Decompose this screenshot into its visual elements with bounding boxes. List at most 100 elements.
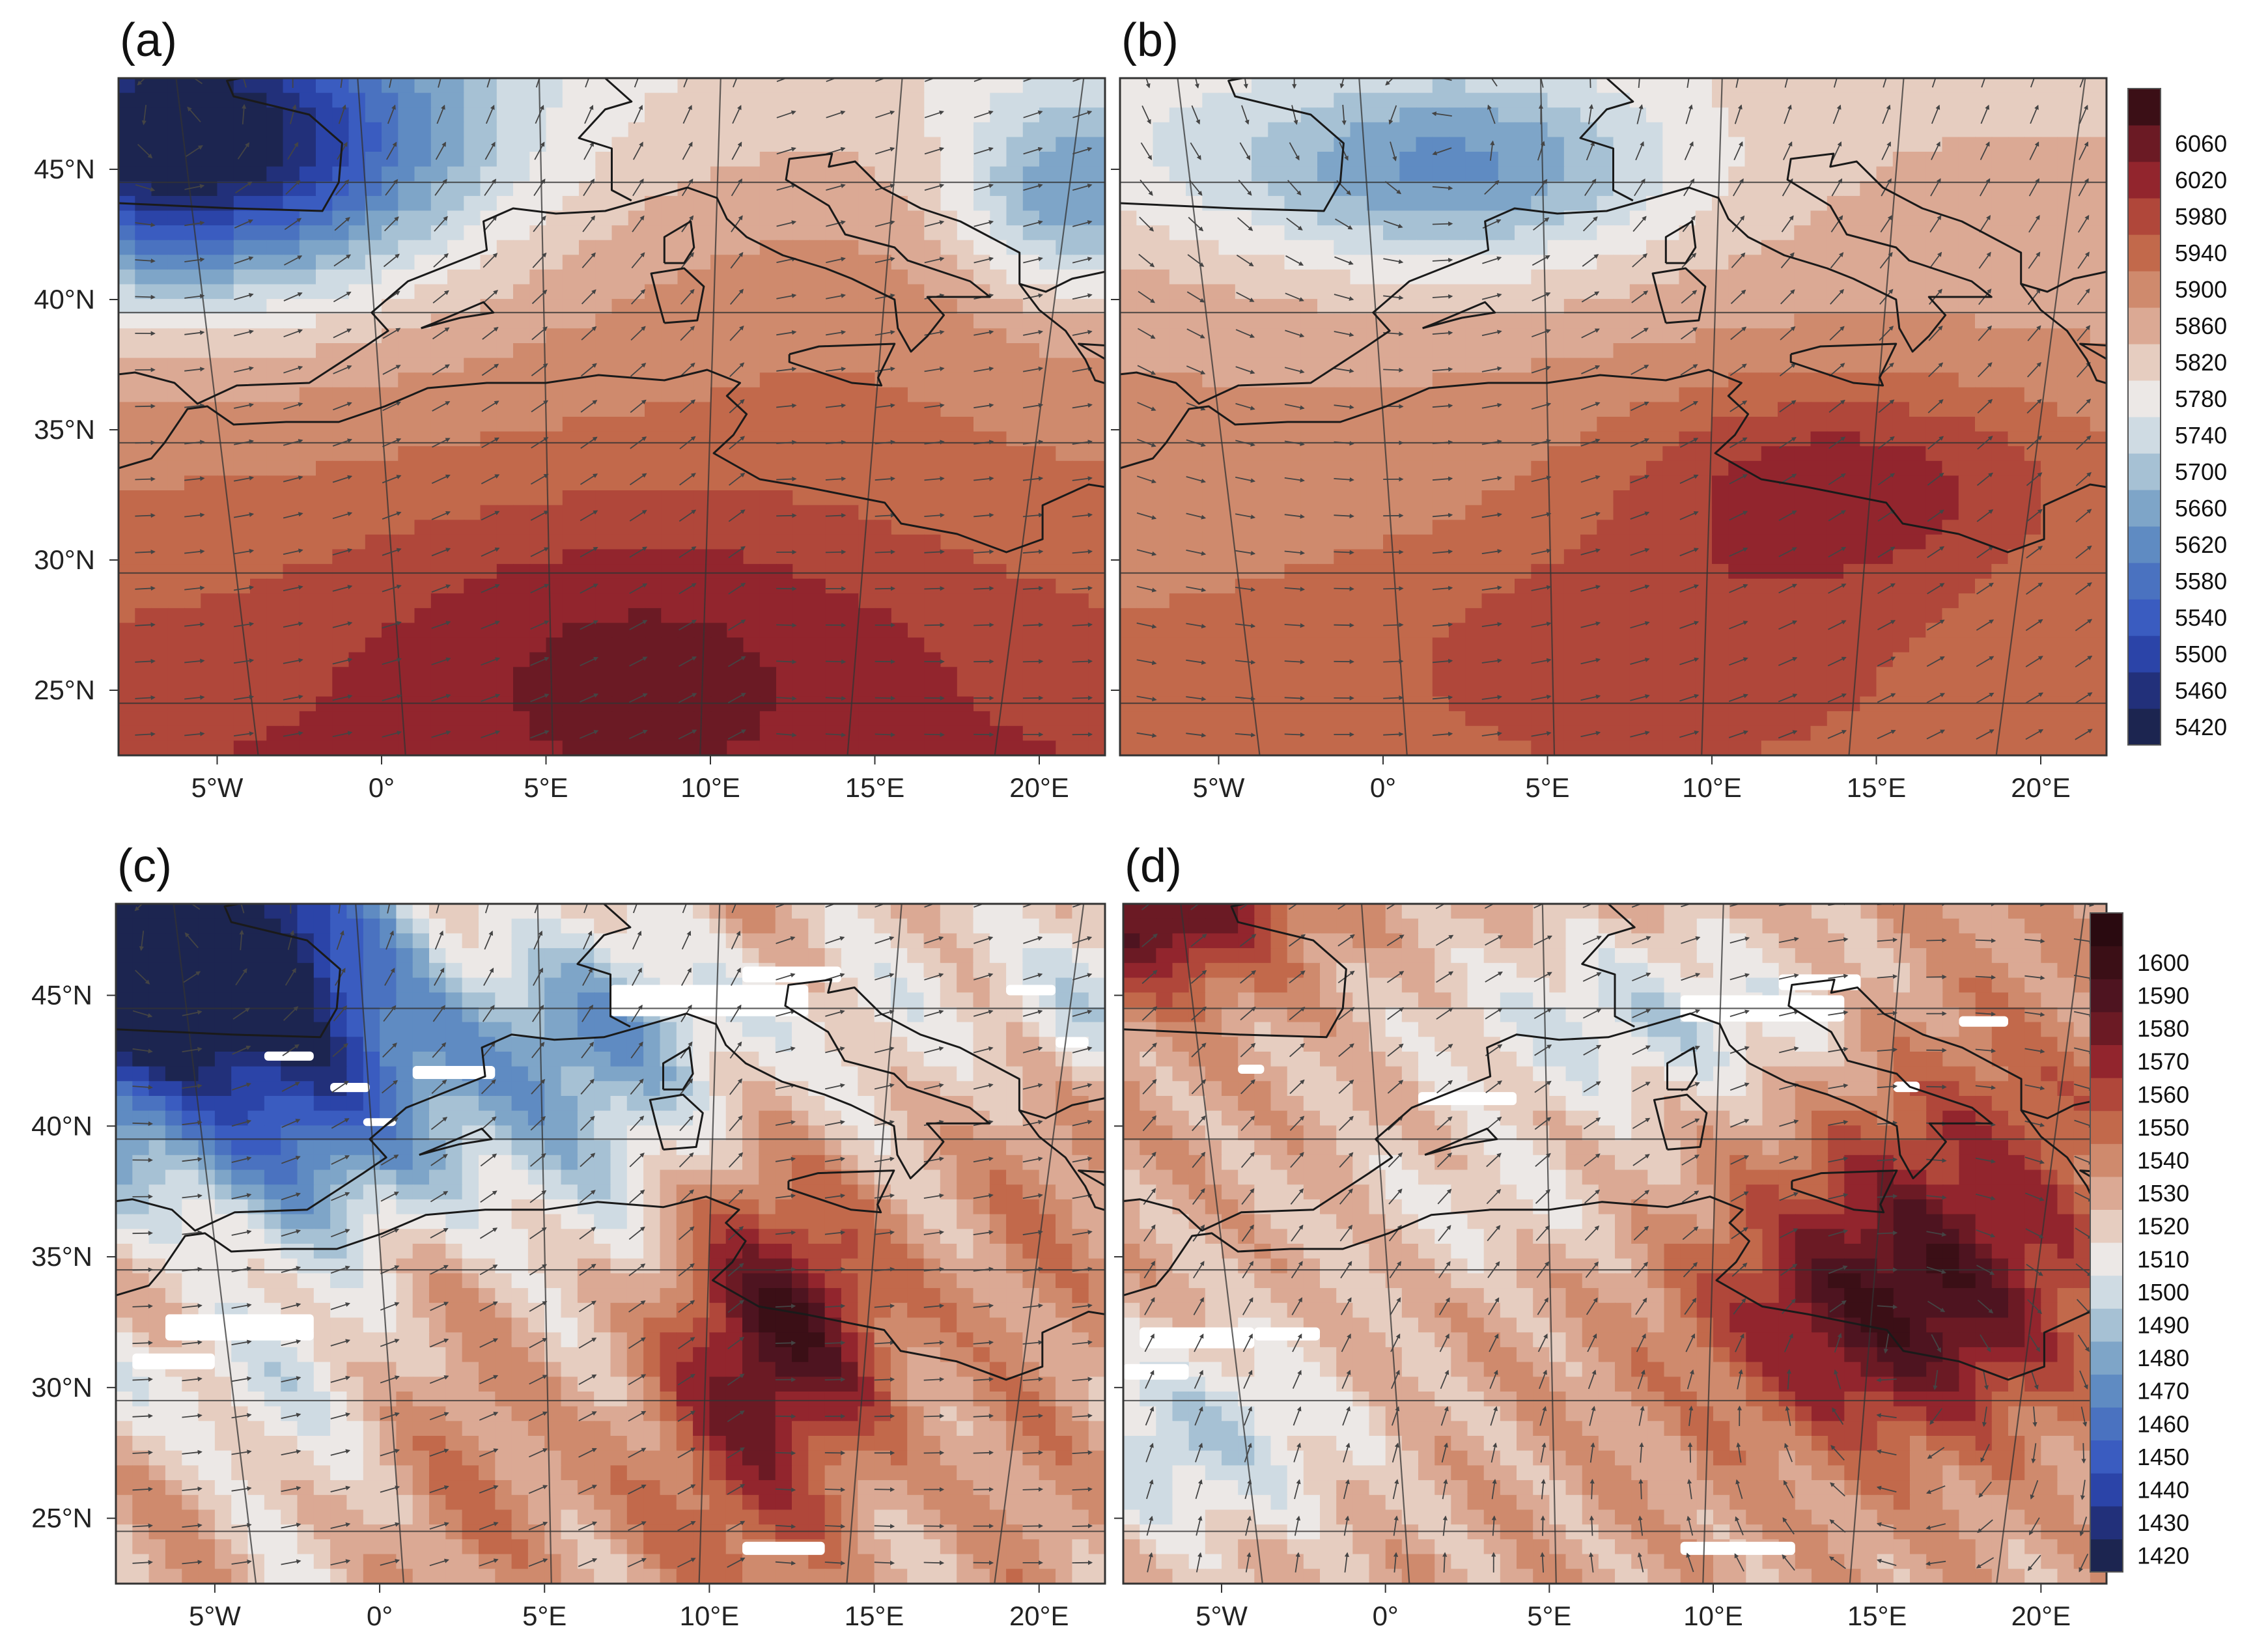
colorbar-segment [2128, 636, 2161, 673]
wind-vectors [132, 904, 1093, 1568]
colorbars: 5420 5460 5500 5540 5580 5620 5660 5700 5740 5780… [2090, 88, 2227, 1573]
colorbar-tick-label: 5420 [2175, 714, 2227, 740]
colorbar-lower: 1420 1430 1440 1450 1460 1470 1480 1490 1500 1510… [2090, 912, 2189, 1573]
colorbar-segment [2090, 1505, 2123, 1539]
colorbar-segment [2128, 307, 2161, 344]
panel-label: (a) [120, 14, 177, 66]
lat-tick-label: 35°N [31, 1241, 92, 1272]
missing-data-patch [330, 1083, 370, 1093]
colorbar-tick-label: 5740 [2175, 422, 2227, 449]
colorbar-segment [2090, 1110, 2123, 1144]
colorbar-tick-label: 1560 [2137, 1081, 2189, 1108]
colorbar-segment [2090, 1539, 2123, 1573]
colorbar-segment [2128, 490, 2161, 527]
colorbar-segment [2128, 344, 2161, 381]
colorbar-tick-label: 1520 [2137, 1213, 2189, 1240]
colorbar-segment [2090, 979, 2123, 1013]
missing-data-patch [1959, 1016, 2008, 1027]
lon-tick-label: 5°W [189, 1601, 241, 1631]
lon-tick-label: 10°E [1683, 1601, 1743, 1631]
colorbar-tick-label: 1580 [2137, 1015, 2189, 1042]
missing-data-patch [412, 1065, 496, 1080]
colorbar-segment [2090, 1143, 2123, 1177]
colorbar-tick-label: 6060 [2175, 130, 2227, 157]
colorbar-tick-label: 5580 [2175, 568, 2227, 595]
coastlines [1123, 904, 2107, 1381]
missing-data-patch [1056, 1037, 1089, 1048]
colorbar-tick-label: 1570 [2137, 1048, 2189, 1075]
colorbar-tick-label: 1500 [2137, 1279, 2189, 1306]
colorbar-tick-label: 5660 [2175, 495, 2227, 522]
panel-label: (d) [1125, 840, 1182, 892]
colorbar-tick-label: 5700 [2175, 458, 2227, 485]
colorbar-segment [2090, 1242, 2123, 1276]
lon-tick-label: 5°E [1527, 1601, 1571, 1631]
colorbar-segment [2090, 1440, 2123, 1474]
map-panel-d: (d) 5°W 0° 5°E 10°E 15°E 20°E [1114, 840, 2108, 1631]
colorbar-segment [2128, 563, 2161, 600]
colorbar-tick-label: 5500 [2175, 641, 2227, 667]
wind-vectors [1136, 78, 2093, 740]
colorbar-segment [2128, 672, 2161, 709]
colorbar-tick-label: 1490 [2137, 1312, 2189, 1339]
colorbar-tick-label: 5860 [2175, 313, 2227, 339]
colorbar-segment [2128, 453, 2161, 490]
colorbar-tick-label: 1540 [2137, 1147, 2189, 1174]
map-frame [117, 77, 1106, 757]
colorbar-tick-label: 5900 [2175, 276, 2227, 303]
colorbar-segment [2128, 708, 2161, 746]
colorbar-segment [2090, 1473, 2123, 1507]
colorbar-segment [2128, 234, 2161, 272]
lat-tick-label: 25°N [34, 675, 95, 705]
wind-vectors [135, 78, 1093, 740]
colorbar-segment [2128, 599, 2161, 636]
colorbar-segment [2090, 1011, 2123, 1045]
missing-data-patch [1006, 985, 1056, 996]
colorbar-tick-label: 1430 [2137, 1509, 2189, 1536]
colorbar-segment [2128, 198, 2161, 235]
missing-data-patch [1238, 1064, 1265, 1074]
colorbar-tick-label: 5540 [2175, 604, 2227, 631]
lat-tick-label: 25°N [31, 1503, 92, 1533]
panel-label: (b) [1121, 14, 1179, 66]
colorbar-tick-label: 1600 [2137, 949, 2189, 976]
colorbar-tick-label: 5820 [2175, 349, 2227, 376]
lon-tick-label: 20°E [2011, 1601, 2071, 1631]
missing-data-patch [165, 1314, 314, 1341]
colorbar-tick-label: 1530 [2137, 1180, 2189, 1207]
colorbar-frame [2127, 88, 2161, 746]
colorbar-segment [2090, 913, 2123, 947]
colorbar-tick-label: 1420 [2137, 1543, 2189, 1569]
lon-tick-label: 20°E [1009, 772, 1069, 803]
filled-contours [1120, 78, 2107, 755]
missing-data-patch [610, 985, 809, 1016]
colorbar-segment [2128, 417, 2161, 454]
colorbar-segment [2090, 1078, 2123, 1112]
lat-tick-label: 40°N [34, 284, 95, 315]
lon-tick-label: 5°E [524, 772, 568, 803]
colorbar-segment [2090, 1176, 2123, 1210]
lon-tick-label: 5°W [1196, 1601, 1248, 1631]
map-panel-c: (c) 5°W 0° 5°E 10°E 15°E 20°E 45°N 40°N 35°N 30°N 2… [31, 840, 1106, 1631]
missing-data-patch [1893, 1082, 1920, 1093]
colorbar-segment [2090, 1308, 2123, 1342]
lat-tick-label: 45°N [34, 154, 95, 184]
colorbar-tick-label: 1440 [2137, 1477, 2189, 1504]
colorbar-tick-label: 5940 [2175, 240, 2227, 266]
map-panel-b: (b) 5°W 0° 5°E 10°E 15°E 20°E [1111, 14, 2108, 803]
colorbar-segment [2128, 89, 2161, 126]
colorbar-segment [2090, 1341, 2123, 1375]
graticule [119, 78, 1105, 755]
missing-data-patch [264, 1051, 314, 1061]
graticule [116, 904, 1105, 1584]
colorbar-segment [2090, 1407, 2123, 1441]
colorbar-segment [2090, 945, 2123, 979]
colorbar-tick-label: 5780 [2175, 385, 2227, 412]
lat-tick-label: 30°N [31, 1372, 92, 1403]
lon-tick-label: 5°W [1193, 772, 1245, 803]
lon-tick-label: 15°E [845, 772, 905, 803]
lat-tick-label: 30°N [34, 544, 95, 575]
filled-contours [119, 78, 1105, 755]
lon-tick-label: 5°W [191, 772, 244, 803]
lat-tick-label: 35°N [34, 414, 95, 445]
